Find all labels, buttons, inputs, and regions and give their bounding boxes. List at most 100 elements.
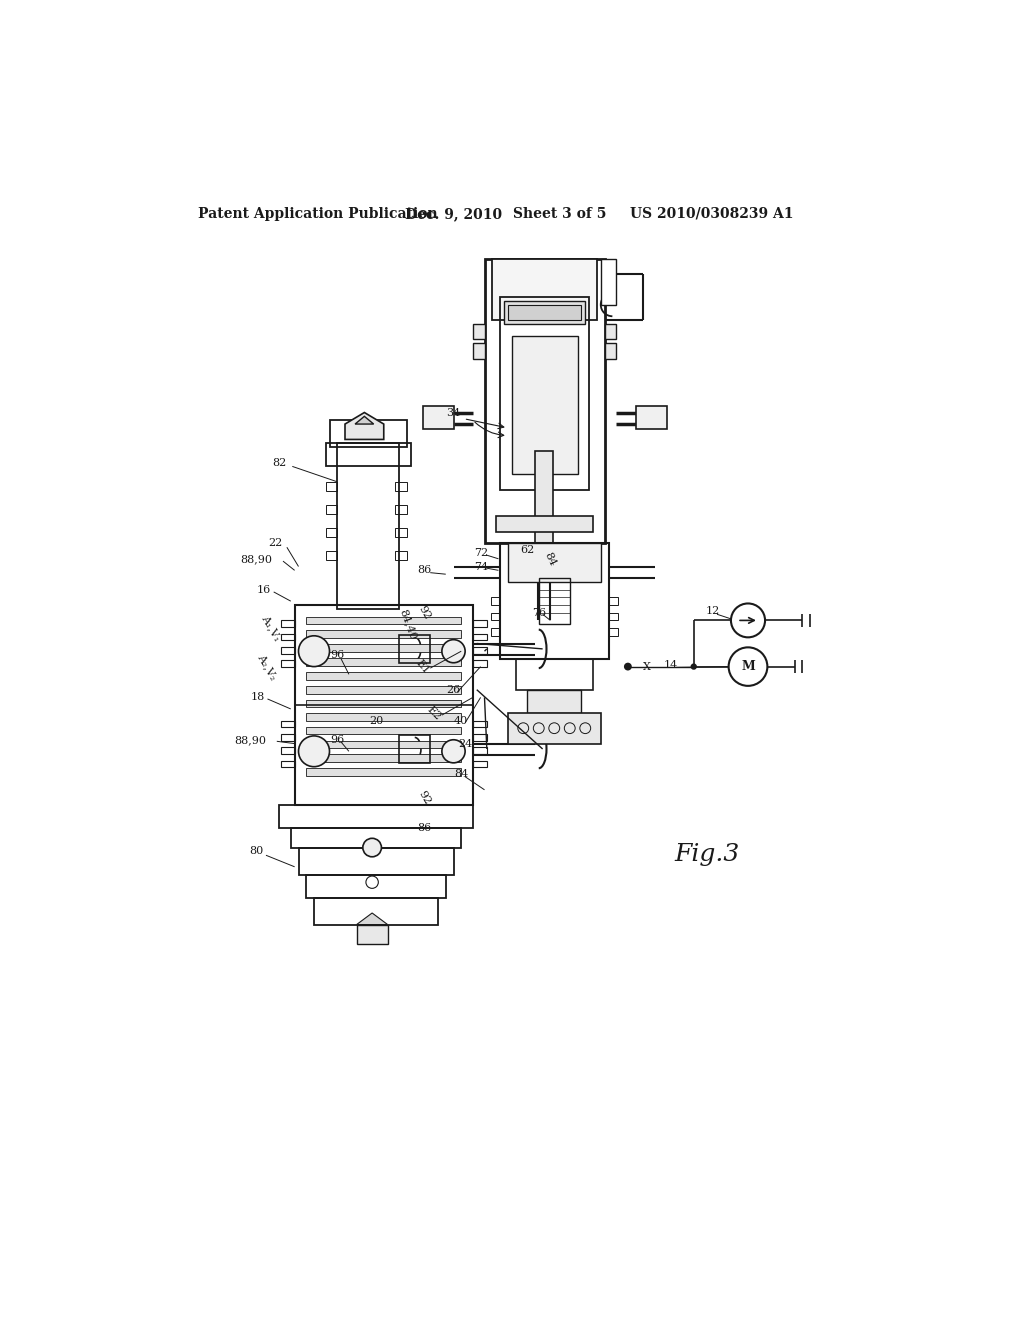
Bar — [306, 755, 461, 762]
Text: 86: 86 — [417, 824, 431, 833]
Bar — [473, 647, 486, 653]
Bar — [306, 726, 461, 734]
Bar — [473, 660, 486, 667]
Bar — [306, 874, 445, 898]
Text: Patent Application Publication: Patent Application Publication — [198, 207, 437, 220]
Bar — [281, 747, 295, 754]
Bar — [306, 686, 461, 693]
Polygon shape — [355, 416, 374, 424]
Text: Sheet 3 of 5: Sheet 3 of 5 — [513, 207, 606, 220]
Bar — [473, 747, 486, 754]
Text: 14: 14 — [664, 660, 678, 671]
Bar — [601, 259, 616, 305]
Polygon shape — [356, 913, 388, 924]
Bar — [326, 506, 337, 515]
Text: 80: 80 — [249, 846, 263, 857]
Text: 84: 84 — [543, 550, 558, 568]
Bar — [504, 301, 586, 323]
Text: 82: 82 — [272, 458, 287, 467]
Bar — [395, 552, 407, 560]
Bar — [306, 672, 461, 680]
Text: 84,40: 84,40 — [398, 607, 419, 642]
Text: 84: 84 — [454, 770, 468, 779]
Circle shape — [691, 664, 696, 669]
Bar — [306, 644, 461, 652]
Bar — [473, 635, 486, 640]
Bar — [539, 578, 569, 624]
Text: 20: 20 — [369, 715, 383, 726]
Text: 26: 26 — [446, 685, 461, 694]
Bar — [281, 734, 295, 741]
Bar — [395, 528, 407, 537]
Bar — [423, 407, 454, 429]
Text: 86: 86 — [417, 565, 431, 576]
Bar — [291, 829, 461, 847]
Bar — [299, 847, 454, 874]
Bar — [326, 482, 337, 491]
Bar — [473, 734, 486, 741]
Bar — [314, 898, 438, 924]
Bar — [281, 760, 295, 767]
Bar — [493, 259, 597, 321]
Bar — [508, 544, 601, 582]
Text: E1: E1 — [414, 657, 431, 676]
Text: 88,90: 88,90 — [234, 735, 266, 744]
Bar — [636, 407, 667, 429]
Bar — [535, 451, 554, 544]
Bar — [490, 628, 500, 636]
Text: 12: 12 — [706, 606, 720, 616]
Bar — [604, 343, 616, 359]
Text: 92: 92 — [416, 789, 432, 807]
Bar — [326, 444, 411, 466]
Text: A₂,V₂: A₂,V₂ — [256, 652, 279, 681]
Bar — [356, 924, 388, 944]
Text: 18: 18 — [251, 693, 265, 702]
Bar — [473, 721, 486, 726]
Bar — [608, 612, 617, 620]
Text: 40: 40 — [454, 715, 468, 726]
Bar — [306, 659, 461, 665]
Bar — [281, 620, 295, 627]
Bar — [280, 805, 473, 829]
Bar — [496, 516, 593, 532]
Bar — [281, 635, 295, 640]
Bar — [306, 631, 461, 638]
Bar — [399, 635, 430, 663]
Bar — [515, 659, 593, 689]
Bar — [281, 721, 295, 726]
Bar — [306, 768, 461, 776]
Text: 16: 16 — [256, 585, 270, 594]
Bar — [512, 335, 578, 474]
Bar — [527, 689, 582, 713]
Bar — [473, 760, 486, 767]
Bar — [281, 647, 295, 653]
Text: 76: 76 — [531, 607, 546, 618]
Bar — [508, 713, 601, 743]
Text: 72: 72 — [474, 548, 488, 557]
Text: 22: 22 — [268, 539, 283, 548]
Text: 74: 74 — [474, 561, 488, 572]
Text: 34: 34 — [446, 408, 461, 417]
Text: M: M — [741, 660, 755, 673]
Text: 24: 24 — [458, 739, 472, 748]
Bar — [490, 612, 500, 620]
Bar — [295, 605, 473, 805]
Text: 88,90: 88,90 — [240, 554, 272, 564]
Text: US 2010/0308239 A1: US 2010/0308239 A1 — [630, 207, 794, 220]
Bar — [473, 323, 484, 339]
Bar — [473, 343, 484, 359]
Circle shape — [299, 737, 330, 767]
Bar — [500, 544, 608, 659]
Bar — [490, 597, 500, 605]
Bar — [337, 444, 399, 609]
Bar — [608, 597, 617, 605]
Bar — [306, 616, 461, 624]
Text: Dec. 9, 2010: Dec. 9, 2010 — [406, 207, 503, 220]
Bar — [306, 741, 461, 748]
Circle shape — [299, 636, 330, 667]
Text: X: X — [643, 661, 651, 672]
Polygon shape — [345, 412, 384, 440]
Circle shape — [442, 640, 465, 663]
Bar — [306, 713, 461, 721]
Circle shape — [442, 739, 465, 763]
